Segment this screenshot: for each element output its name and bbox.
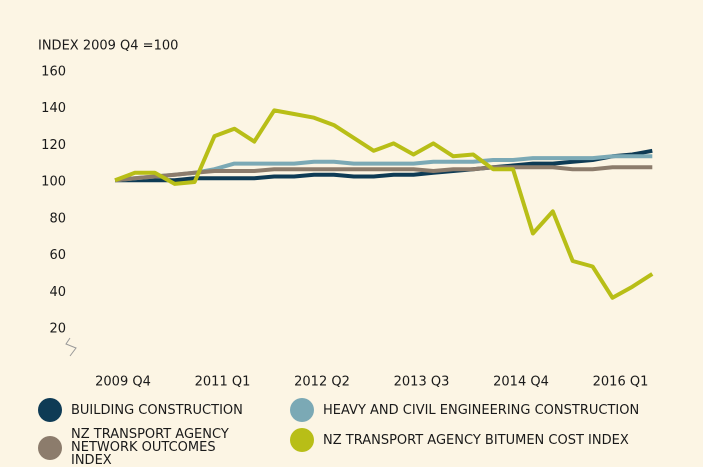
y-tick-label: 40: [49, 285, 66, 300]
y-tick-label: 140: [41, 101, 66, 116]
legend-item: NZ TRANSPORT AGENCY NETWORK OUTCOMES IND…: [38, 428, 251, 467]
x-tick-label: 2009 Q4: [95, 375, 151, 390]
y-tick-label: 60: [49, 248, 66, 263]
legend-label: HEAVY AND CIVIL ENGINEERING CONSTRUCTION: [323, 402, 640, 418]
series-line: [114, 108, 654, 300]
legend-item: NZ TRANSPORT AGENCY BITUMEN COST INDEX: [290, 428, 629, 452]
y-tick-label: 160: [41, 64, 66, 79]
legend-swatch: [38, 398, 62, 422]
series-line: [114, 165, 653, 183]
series-line: [115, 148, 653, 183]
x-tick-label: 2013 Q3: [394, 375, 450, 390]
x-tick-label: 2016 Q1: [593, 375, 649, 390]
x-tick-label: 2012 Q2: [294, 375, 350, 390]
legend-label: BUILDING CONSTRUCTION: [71, 402, 243, 418]
legend-label: NZ TRANSPORT AGENCY BITUMEN COST INDEX: [323, 432, 629, 448]
y-axis-label: INDEX 2009 Q4 =100: [38, 39, 178, 54]
y-tick-label: 20: [49, 322, 66, 337]
x-tick-label: 2014 Q4: [493, 375, 549, 390]
y-tick-label: 120: [41, 138, 66, 153]
legend-swatch: [290, 398, 314, 422]
legend-swatch: [38, 435, 62, 460]
axis-break: [65, 337, 77, 357]
legend-swatch: [290, 428, 314, 452]
x-tick-label: 2011 Q1: [195, 375, 251, 390]
legend-label: NZ TRANSPORT AGENCY NETWORK OUTCOMES IND…: [71, 427, 229, 467]
y-tick-label: 80: [49, 211, 66, 226]
legend-item: BUILDING CONSTRUCTION: [38, 398, 243, 422]
y-tick-label: 100: [41, 175, 66, 190]
legend-item: HEAVY AND CIVIL ENGINEERING CONSTRUCTION: [290, 398, 639, 422]
